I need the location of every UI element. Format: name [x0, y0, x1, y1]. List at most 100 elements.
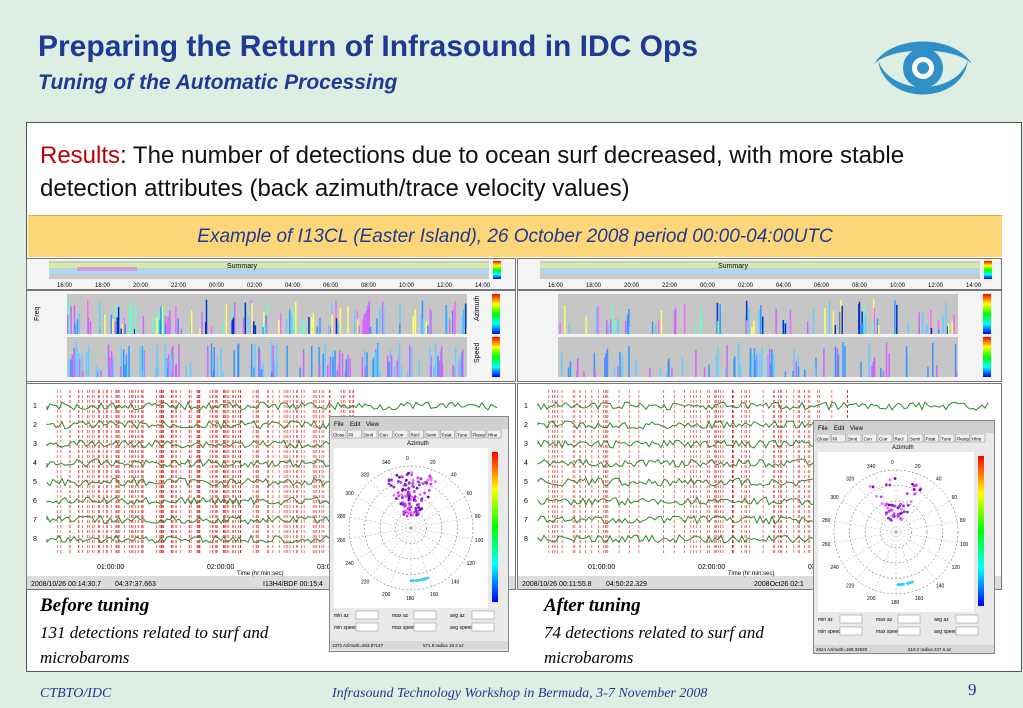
azimuth-detection-bar [103, 313, 105, 334]
speed-detection-bar [815, 357, 817, 377]
polar-point [392, 493, 396, 497]
polar-point [887, 509, 891, 513]
summary-tick-label: 18:00 [95, 283, 111, 289]
polar-toolbar-button [862, 433, 877, 443]
speed-detection-bar [73, 348, 76, 377]
polar-point [428, 474, 432, 478]
azimuth-detection-bar [453, 305, 455, 334]
azimuth-detection-bar [862, 322, 864, 334]
azimuth-detection-bar [753, 320, 755, 334]
azimuth-detection-bar [674, 307, 677, 334]
polar-point [902, 582, 906, 586]
speed-detection-bar [759, 353, 761, 377]
polar-toolbar-label: Semi [426, 433, 436, 438]
results-text: : The number of detections due to ocean … [40, 142, 905, 202]
waveform-trace [537, 401, 989, 412]
polar-point [900, 507, 903, 511]
polar-field-label: min az [818, 617, 833, 623]
polar-toolbar-label: Fstat [926, 437, 937, 442]
speed-detection-bar [440, 349, 442, 377]
azimuth-detection-bar [308, 316, 310, 334]
polar-point [411, 478, 415, 482]
azimuth-detection-bar [719, 304, 721, 334]
polar-menubar [330, 417, 508, 429]
azimuth-detection-bar [160, 306, 162, 334]
azimuth-detection-bar [362, 318, 365, 334]
azimuth-detection-bar [758, 310, 761, 334]
polar-point [414, 509, 418, 513]
speed-detection-bar [605, 353, 607, 377]
azimuth-detection-bar [347, 306, 349, 334]
azimuth-detection-bar [311, 317, 313, 334]
speed-detection-bar [593, 352, 596, 377]
azimuth-detection-bar [356, 319, 359, 334]
status-time: 2008/10/26 00:11:55.8 [522, 581, 592, 588]
speed-detection-bar [207, 345, 209, 377]
polar-menu-item: View [850, 426, 864, 432]
polar-toolbar-button [846, 433, 862, 443]
polar-field-input [355, 610, 379, 620]
polar-field-label: min speed [818, 629, 841, 635]
summary-label: Summary [227, 263, 257, 270]
polar-toolbar-label: Fkeep [473, 433, 486, 438]
polar-field-input [471, 622, 495, 632]
azimuth-detection-bar [254, 325, 257, 334]
polar-status-right: 619.2 radius 237.6 az [908, 647, 952, 652]
speed-detection-bar [434, 343, 437, 377]
polar-ring [849, 485, 943, 579]
summary-tick-label: 20:00 [624, 283, 640, 289]
azimuth-detection-bar [466, 328, 468, 334]
speed-detection-bar [773, 353, 775, 377]
speed-detection-bar [260, 368, 263, 377]
speed-detection-bar [347, 355, 349, 377]
speed-detection-bar [671, 367, 673, 377]
polar-point [429, 482, 433, 486]
polar-angle-label: 220 [361, 580, 370, 586]
speed-detection-bar [390, 355, 393, 377]
azimuth-detection-bar [367, 305, 369, 334]
speed-detection-bar [75, 342, 77, 377]
polar-point [407, 481, 411, 485]
speed-detection-bar [441, 364, 444, 377]
polar-point [884, 483, 888, 487]
speed-detection-bar [167, 354, 170, 377]
polar-toolbar-button [331, 429, 347, 439]
speed-detection-bar [318, 364, 321, 377]
azimuth-window-before[interactable]: File Edit View Close Fil Smit Con Corr Recl Semi F… [329, 416, 509, 652]
azimuth-detection-bar [559, 322, 561, 334]
azimuth-detection-bar [760, 305, 762, 334]
polar-angle-label: 140 [451, 580, 460, 586]
channel-label: 8 [524, 536, 528, 543]
detection-panel-before: Azimuth Speed Freq [26, 290, 516, 382]
speed-detection-bar [128, 346, 130, 377]
polar-point [416, 476, 420, 480]
azimuth-detection-bar [161, 306, 164, 334]
azimuth-detection-bar [339, 307, 342, 334]
azimuth-detection-bar [222, 323, 225, 334]
polar-colorbar [978, 456, 984, 606]
speed-detection-bar [210, 343, 213, 377]
polar-point [421, 482, 425, 486]
speed-detection-bar [372, 357, 375, 377]
polar-point [420, 499, 423, 502]
polar-menubar [814, 421, 994, 433]
polar-point [889, 518, 893, 522]
summary-tick-label: 20:00 [133, 283, 149, 289]
azimuth-detection-bar [828, 301, 831, 334]
speed-detection-bar [111, 361, 114, 377]
polar-toolbar-button [409, 429, 424, 439]
azimuth-detection-bar [295, 301, 297, 334]
polar-point [407, 487, 411, 490]
speed-detection-bar [792, 370, 794, 377]
example-banner: Example of I13CL (Easter Island), 26 Oct… [28, 215, 1002, 257]
polar-toolbar-button [440, 429, 455, 439]
speed-detection-bar [932, 342, 934, 377]
polar-point [880, 502, 884, 505]
azimuth-detection-bar [112, 319, 114, 334]
polar-point [423, 491, 427, 495]
polar-status-left: 2624 Azimuth=169.32520 [816, 647, 868, 652]
speed-detection-bar [216, 356, 219, 377]
summary-tick-label: 18:00 [586, 283, 602, 289]
channel-label: 1 [524, 403, 528, 410]
azimuth-window-after[interactable]: File Edit View Close Fil Smit Con Corr Recl Semi F… [813, 420, 995, 654]
